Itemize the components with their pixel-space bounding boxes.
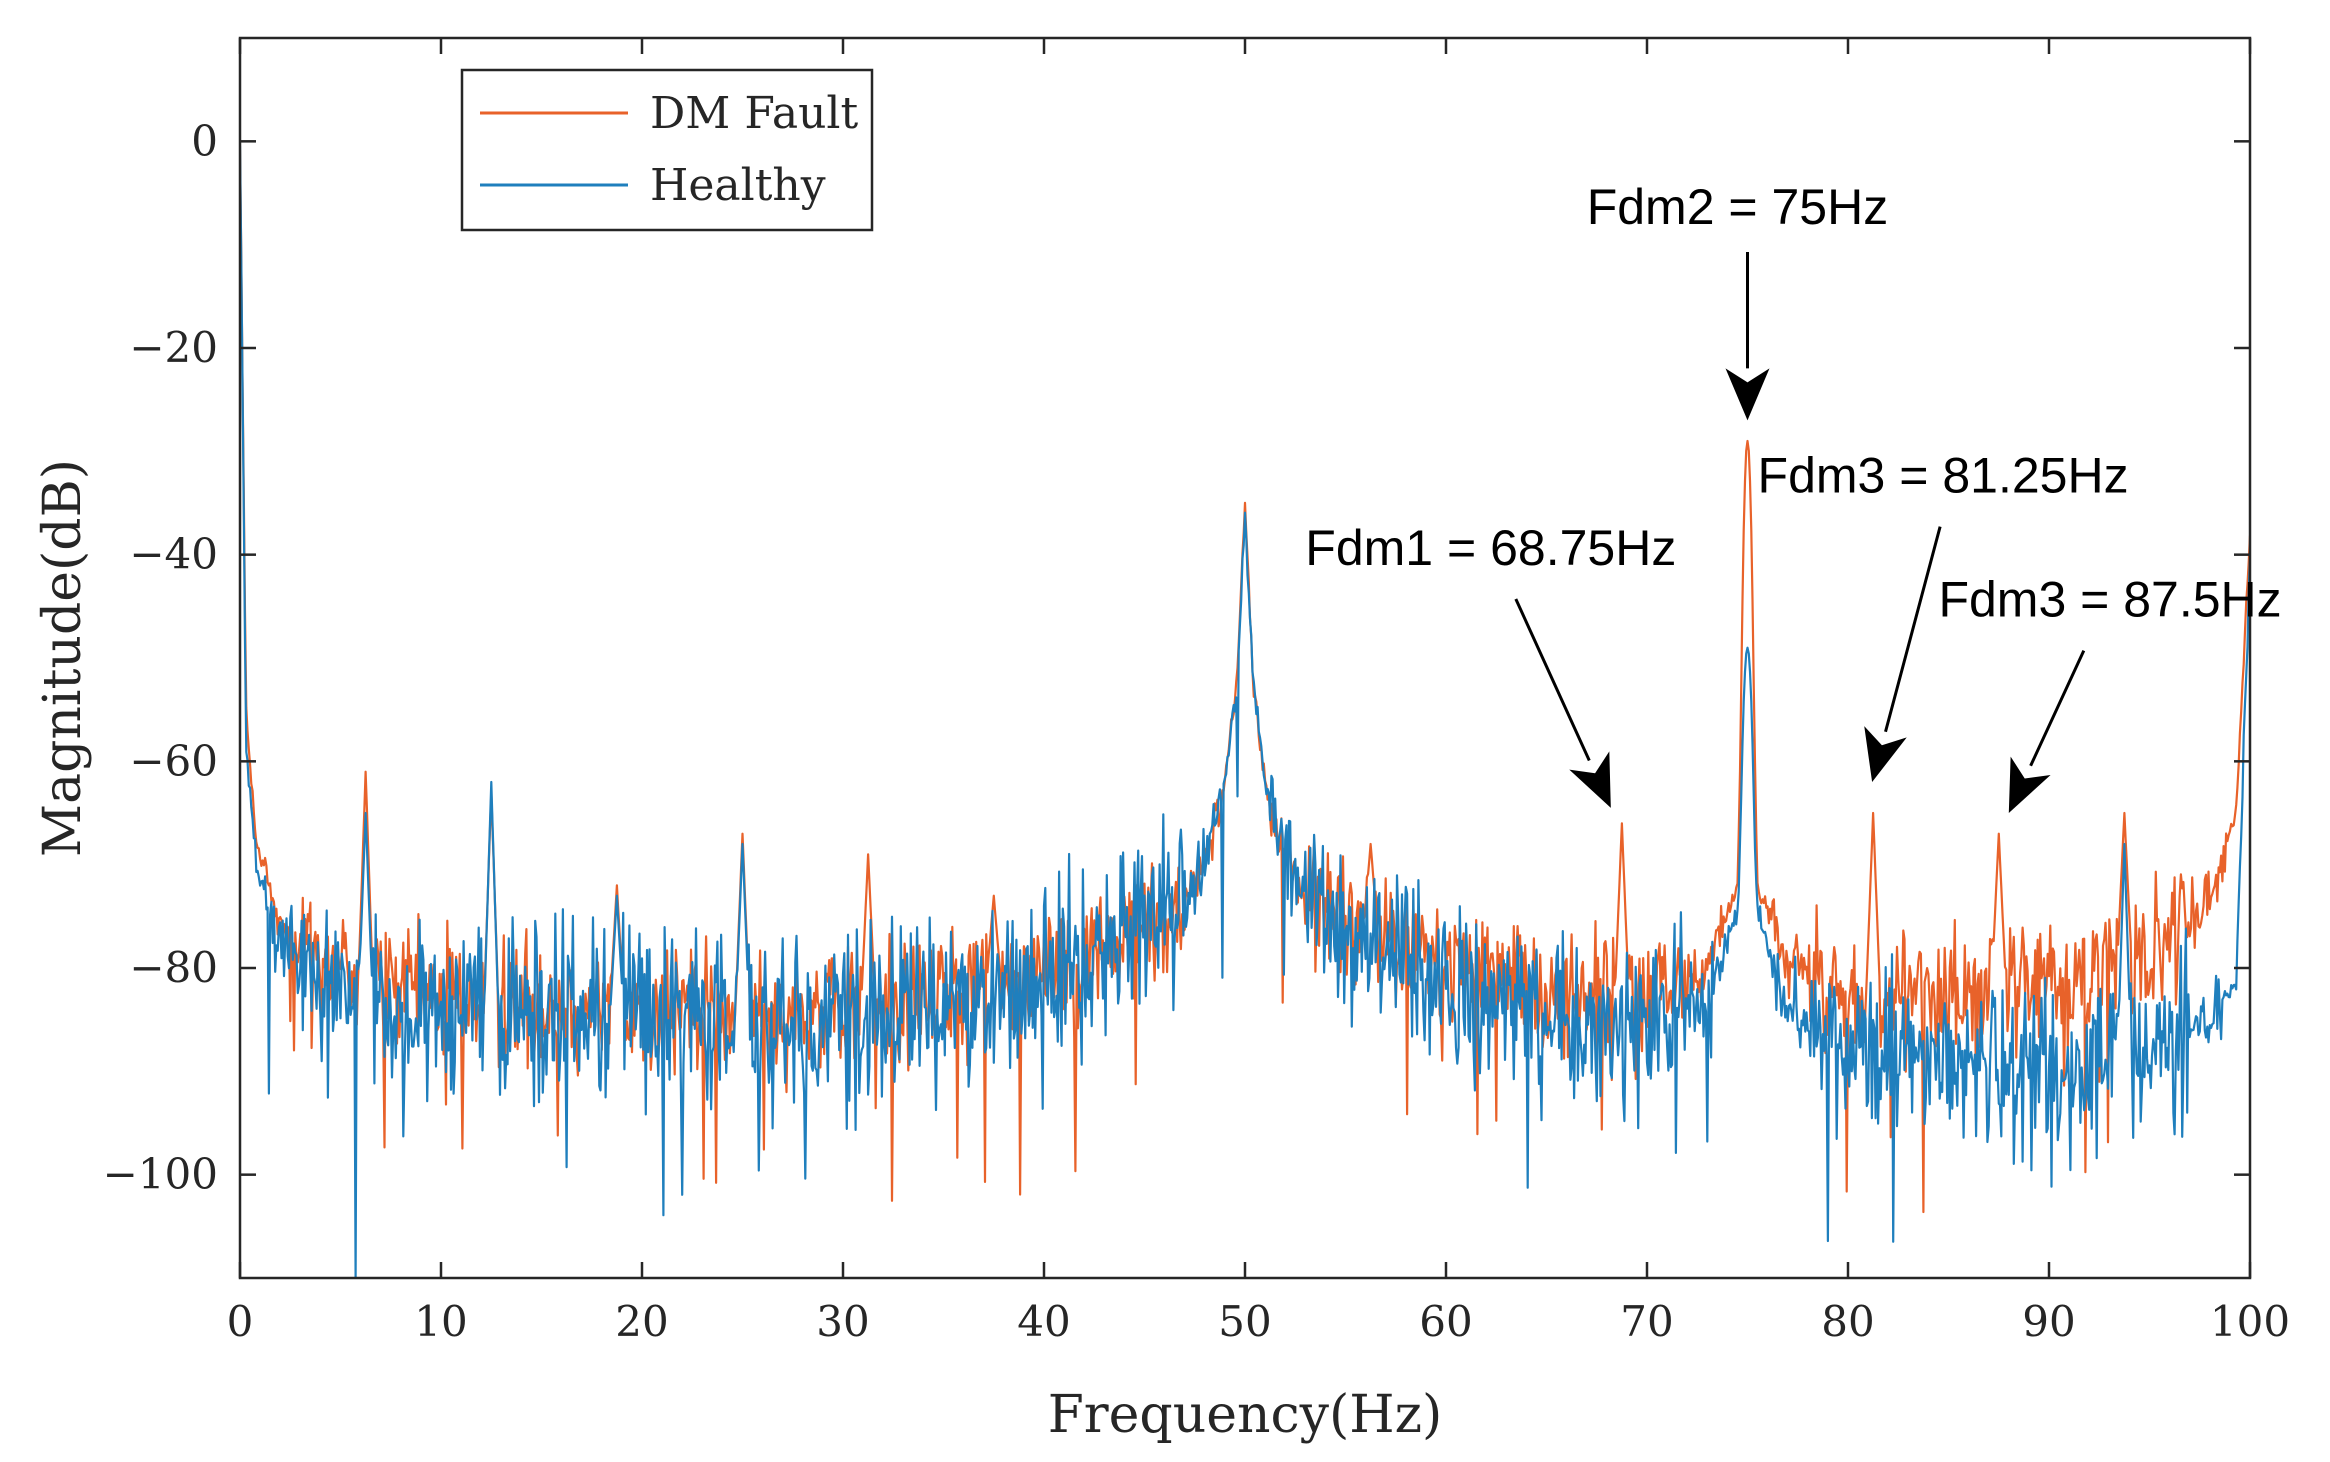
legend: DM Fault Healthy <box>460 68 874 232</box>
legend-label-dm-fault: DM Fault <box>650 88 859 139</box>
y-tick-label: −40 <box>129 530 218 579</box>
x-tick-label: 0 <box>227 1297 254 1346</box>
x-axis-title: Frequency(Hz) <box>1048 1385 1443 1445</box>
tick-layer: 0 10 20 30 40 50 60 70 80 90 100 0 −20 −40 −60 −80 −100 <box>103 38 2290 1346</box>
annotation-fdm3-87: Fdm3 = 87.5Hz <box>1938 572 2281 628</box>
series-line-dm-fault <box>240 149 2250 1214</box>
y-axis-title: Magnitude(dB) <box>33 459 93 857</box>
annotation-arrow-head <box>1569 751 1611 808</box>
x-tick-label: 20 <box>615 1297 668 1346</box>
x-tick-label: 50 <box>1218 1297 1271 1346</box>
legend-label-healthy: Healthy <box>650 160 826 211</box>
annotation-arrow-shaft <box>1884 526 1942 733</box>
x-tick-label: 70 <box>1620 1297 1673 1346</box>
x-tick-label: 90 <box>2022 1297 2075 1346</box>
y-tick-label: −60 <box>129 736 218 785</box>
x-tick-label: 40 <box>1017 1297 1070 1346</box>
y-tick-label: −100 <box>103 1150 218 1199</box>
y-tick-label: −80 <box>129 943 218 992</box>
x-tick-label: 30 <box>816 1297 869 1346</box>
y-tick-label: 0 <box>191 116 218 165</box>
annotation-layer: Fdm1 = 68.75Hz Fdm2 = 75Hz Fdm3 = 81.25H… <box>1305 179 2282 813</box>
annotation-arrow-head <box>1864 726 1907 782</box>
series-layer <box>240 145 2250 1278</box>
annotation-fdm1: Fdm1 = 68.75Hz <box>1305 520 1676 576</box>
x-tick-label: 100 <box>2210 1297 2290 1346</box>
legend-box <box>460 68 874 232</box>
x-tick-label: 80 <box>1821 1297 1874 1346</box>
annotation-arrow-shaft <box>2029 650 2086 767</box>
annotation-fdm2: Fdm2 = 75Hz <box>1587 179 1889 235</box>
annotation-fdm3-81: Fdm3 = 81.25Hz <box>1758 448 2129 504</box>
annotation-arrow-shaft <box>1514 598 1591 762</box>
y-tick-label: −20 <box>129 323 218 372</box>
x-tick-label: 60 <box>1419 1297 1472 1346</box>
annotation-arrow-head <box>2008 756 2051 813</box>
series-line-healthy <box>240 145 2250 1278</box>
annotation-arrow-head <box>1725 368 1770 421</box>
x-tick-label: 10 <box>414 1297 467 1346</box>
